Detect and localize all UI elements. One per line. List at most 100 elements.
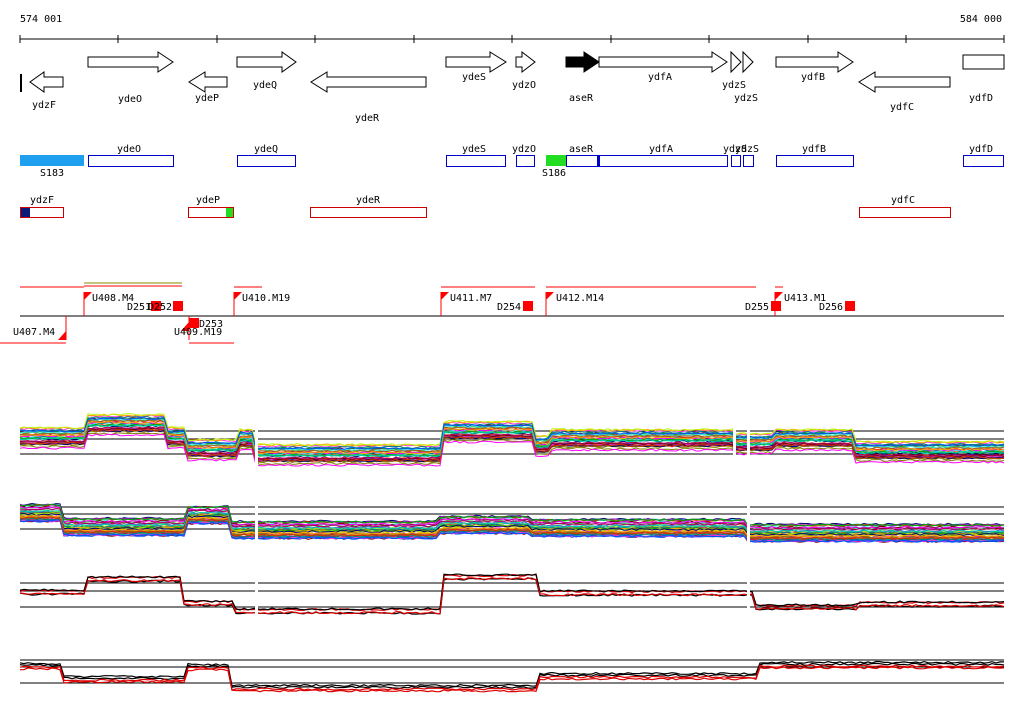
svg-text:aseR: aseR bbox=[569, 93, 594, 104]
expression-panel-4 bbox=[19, 659, 1005, 693]
gene-arrow-aseR[interactable]: aseR bbox=[565, 51, 600, 104]
box-ydzS-1[interactable]: ydzS bbox=[723, 144, 747, 167]
expression-trace bbox=[19, 416, 1005, 449]
gene-arrow-ydzF[interactable]: ydzF bbox=[29, 71, 64, 111]
box-ydfC[interactable]: ydfC bbox=[859, 195, 951, 218]
svg-text:aseR: aseR bbox=[569, 144, 594, 155]
expression-trace bbox=[19, 426, 1005, 460]
svg-text:ydfB: ydfB bbox=[801, 72, 825, 83]
gene-arrow-ydeP[interactable]: ydeP bbox=[188, 71, 228, 104]
gene-arrow-ydzS-1[interactable]: ydzS bbox=[722, 50, 746, 91]
gene-arrow-ydeO[interactable]: ydeO bbox=[87, 51, 174, 105]
box-ydzS-2[interactable]: ydzS bbox=[735, 144, 759, 167]
expression-trace bbox=[20, 666, 1005, 693]
gene-arrow-ydfD[interactable]: ydfD bbox=[962, 54, 1005, 104]
svg-text:ydfA: ydfA bbox=[648, 72, 672, 83]
segment-S183[interactable]: S183 bbox=[20, 155, 84, 179]
gene-arrow-ydeS[interactable]: ydeS bbox=[445, 51, 507, 83]
svg-text:ydzO: ydzO bbox=[512, 144, 536, 155]
gene-arrow-ydfA[interactable]: ydfA bbox=[598, 51, 728, 83]
box-aseR[interactable]: aseR bbox=[566, 144, 599, 167]
expression-trace bbox=[19, 506, 1005, 530]
svg-text:ydzO: ydzO bbox=[512, 80, 536, 91]
gene-arrow-ydzO[interactable]: ydzO bbox=[512, 50, 536, 91]
box-ydfA[interactable]: ydfA bbox=[599, 144, 728, 167]
gene-arrow-ydeQ[interactable]: ydeQ bbox=[236, 51, 297, 91]
box-ydeO[interactable]: ydeO bbox=[88, 144, 174, 167]
expression-trace bbox=[19, 516, 1005, 540]
upshift-label: U410.M19 bbox=[242, 293, 290, 304]
svg-text:ydeO: ydeO bbox=[118, 94, 142, 105]
svg-text:ydeO: ydeO bbox=[117, 144, 141, 155]
transcription-unit-track: U408.M4 U410.M19 U411.M7 U412.M14 U413.M… bbox=[0, 282, 1004, 344]
svg-text:ydzS: ydzS bbox=[723, 144, 747, 155]
svg-text:S183: S183 bbox=[40, 168, 64, 179]
svg-text:ydfD: ydfD bbox=[969, 93, 993, 104]
expression-trace bbox=[19, 433, 1005, 467]
downshift-label: D252 bbox=[148, 302, 172, 313]
svg-text:ydfD: ydfD bbox=[969, 144, 993, 155]
svg-text:ydeP: ydeP bbox=[195, 93, 219, 104]
box-ydeS[interactable]: ydeS bbox=[446, 144, 506, 167]
downshift-label: D256 bbox=[819, 302, 843, 313]
box-ydfD[interactable]: ydfD bbox=[963, 144, 1004, 167]
gene-arrow-track: ydzF ydeO ydeP ydeQ ydeR ydeS ydzO aseR bbox=[20, 50, 1005, 124]
upshift-label: U413.M1 bbox=[784, 293, 826, 304]
expression-panel-1 bbox=[19, 413, 1005, 467]
svg-text:ydeP: ydeP bbox=[196, 195, 220, 206]
box-ydfB[interactable]: ydfB bbox=[776, 144, 854, 167]
box-ydeQ[interactable]: ydeQ bbox=[237, 144, 296, 167]
reverse-strand-track: ydzF ydeP ydeR ydfC bbox=[20, 195, 951, 218]
gene-arrow-ydfB[interactable]: ydfB bbox=[775, 51, 854, 83]
expression-trace bbox=[19, 512, 1005, 537]
svg-text:ydeQ: ydeQ bbox=[254, 144, 278, 155]
svg-text:ydfC: ydfC bbox=[890, 102, 914, 113]
upshift-label: U408.M4 bbox=[92, 293, 134, 304]
forward-strand-track: S183 ydeO ydeQ ydeS ydzO S186 bbox=[20, 144, 1004, 179]
expression-panel-3 bbox=[19, 573, 1005, 615]
downshift-label: D255 bbox=[745, 302, 769, 313]
svg-text:ydeR: ydeR bbox=[356, 195, 381, 206]
expression-trace bbox=[19, 503, 1005, 527]
box-ydeP[interactable]: ydeP bbox=[188, 195, 234, 218]
expression-trace bbox=[19, 424, 1005, 458]
expression-trace bbox=[19, 510, 1004, 533]
upshift-label: U412.M14 bbox=[556, 293, 604, 304]
svg-text:ydzS: ydzS bbox=[734, 93, 758, 104]
gene-arrow-ydfC[interactable]: ydfC bbox=[858, 71, 951, 113]
expression-trace bbox=[19, 413, 1005, 447]
axis-ticks bbox=[19, 35, 1005, 43]
svg-text:ydfC: ydfC bbox=[891, 195, 915, 206]
coordinate-axis: 574 001 584 000 bbox=[19, 14, 1005, 43]
gene-arrow-ydeR[interactable]: ydeR bbox=[310, 71, 427, 124]
gene-arrow-ydzS-2[interactable]: ydzS bbox=[734, 50, 758, 104]
upshift-label: U409.M19 bbox=[174, 327, 222, 338]
expression-trace bbox=[19, 577, 1005, 615]
upshift-label: U411.M7 bbox=[450, 293, 492, 304]
svg-text:ydeR: ydeR bbox=[355, 113, 380, 124]
axis-end-label: 584 000 bbox=[960, 14, 1002, 25]
svg-text:ydeS: ydeS bbox=[462, 144, 486, 155]
upshift-label: U407.M4 bbox=[13, 327, 55, 338]
svg-text:ydzF: ydzF bbox=[30, 195, 54, 206]
segment-S186[interactable]: S186 bbox=[542, 155, 566, 179]
svg-text:ydeS: ydeS bbox=[462, 72, 486, 83]
box-ydeR[interactable]: ydeR bbox=[310, 195, 427, 218]
downshift-label: D254 bbox=[497, 302, 521, 313]
svg-text:ydzF: ydzF bbox=[32, 100, 56, 111]
panel-gaps bbox=[255, 420, 750, 620]
svg-text:ydfA: ydfA bbox=[649, 144, 673, 155]
svg-text:ydfB: ydfB bbox=[802, 144, 826, 155]
svg-text:ydeQ: ydeQ bbox=[253, 80, 277, 91]
expression-trace bbox=[19, 664, 1005, 691]
svg-text:ydzS: ydzS bbox=[722, 80, 746, 91]
expression-panel-2 bbox=[19, 502, 1005, 543]
axis-start-label: 574 001 bbox=[20, 14, 62, 25]
box-ydzO[interactable]: ydzO bbox=[512, 144, 536, 167]
expression-trace bbox=[19, 428, 1004, 462]
expression-trace bbox=[19, 417, 1005, 450]
svg-text:S186: S186 bbox=[542, 168, 566, 179]
box-ydzF[interactable]: ydzF bbox=[20, 195, 64, 218]
downshift-label: D253 bbox=[199, 319, 223, 330]
